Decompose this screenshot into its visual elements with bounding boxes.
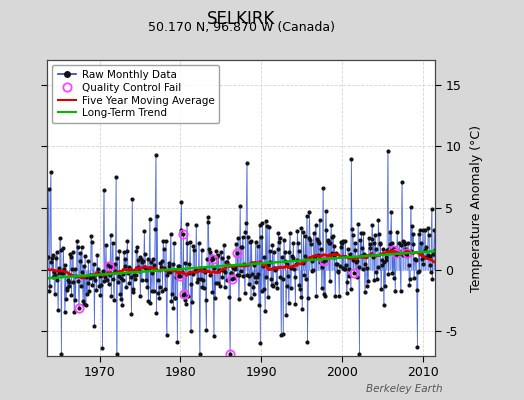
Legend: Raw Monthly Data, Quality Control Fail, Five Year Moving Average, Long-Term Tren: Raw Monthly Data, Quality Control Fail, … (52, 65, 220, 124)
Text: 50.170 N, 96.870 W (Canada): 50.170 N, 96.870 W (Canada) (148, 21, 334, 34)
Text: SELKIRK: SELKIRK (207, 10, 275, 28)
Text: Berkeley Earth: Berkeley Earth (366, 384, 443, 394)
Y-axis label: Temperature Anomaly (°C): Temperature Anomaly (°C) (470, 124, 483, 292)
